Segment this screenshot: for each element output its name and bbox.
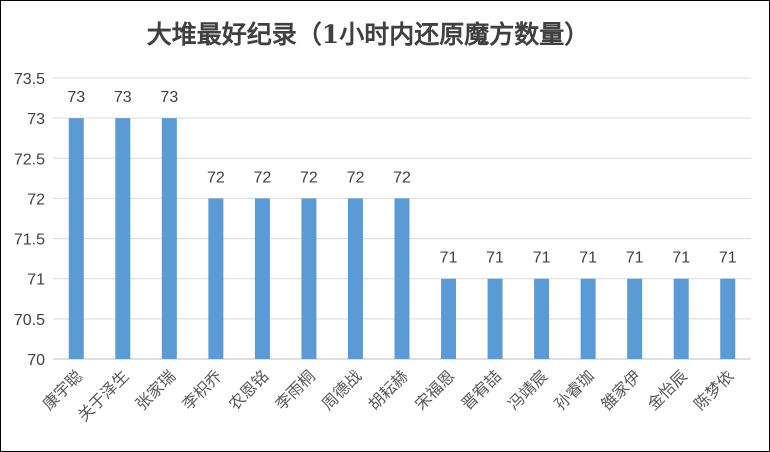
bar [580, 278, 596, 359]
data-label: 72 [300, 169, 318, 186]
data-label: 73 [160, 89, 178, 106]
bar [115, 118, 131, 360]
bar [208, 198, 224, 359]
x-tick-label: 关于泽生 [74, 366, 133, 425]
bar [720, 278, 736, 359]
x-tick-label: 宋福恩 [411, 366, 458, 413]
data-label: 71 [626, 250, 644, 267]
chart-title: 大堆最好纪录（1小时内还原魔方数量） [147, 20, 589, 49]
bar [394, 198, 410, 359]
x-tick-label: 孙睿珈 [551, 366, 598, 413]
y-tick-label: 72 [27, 191, 45, 208]
data-label: 71 [440, 250, 458, 267]
data-label: 71 [533, 250, 551, 267]
y-tick-label: 73 [27, 111, 45, 128]
data-label: 71 [486, 250, 504, 267]
x-tick-label: 胡耘赫 [364, 366, 411, 413]
x-tick-label: 金怡辰 [644, 366, 691, 413]
y-tick-label: 71 [27, 272, 45, 289]
bar [301, 198, 317, 359]
data-label: 71 [579, 250, 597, 267]
x-tick-label: 李雨桐 [271, 366, 318, 413]
bar [161, 118, 177, 360]
bar [487, 278, 503, 359]
bar [347, 198, 363, 359]
y-tick-label: 72.5 [14, 151, 45, 168]
x-tick-label: 冯靖宸 [504, 366, 551, 413]
x-tick-label: 雒家伊 [597, 366, 644, 413]
data-label: 71 [719, 250, 737, 267]
bar [68, 118, 84, 360]
data-label: 73 [114, 89, 132, 106]
bar [441, 278, 457, 359]
y-axis-ticks: 70 70.5 71 71.5 72 72.5 73 73.5 [14, 71, 45, 369]
x-tick-label: 陈梦依 [690, 366, 737, 413]
data-label: 72 [254, 169, 272, 186]
data-label: 72 [207, 169, 225, 186]
bars [68, 118, 736, 360]
y-tick-label: 70 [27, 352, 45, 369]
x-tick-label: 张家瑞 [132, 366, 179, 413]
data-label: 72 [347, 169, 365, 186]
data-labels: 73 73 73 72 72 72 72 72 71 71 71 71 71 71 71 [67, 89, 736, 267]
x-tick-label: 周德战 [318, 366, 365, 413]
data-label: 73 [67, 89, 85, 106]
x-tick-label: 晋宥喆 [458, 366, 505, 413]
y-tick-label: 70.5 [14, 312, 45, 329]
bar [534, 278, 550, 359]
bar [673, 278, 689, 359]
data-label: 72 [393, 169, 411, 186]
bar [254, 198, 270, 359]
bar [627, 278, 643, 359]
y-tick-label: 71.5 [14, 232, 45, 249]
x-tick-label: 农恩铭 [225, 366, 272, 413]
y-tick-label: 73.5 [14, 71, 45, 88]
x-tick-label: 李枳乔 [178, 366, 225, 413]
data-label: 71 [672, 250, 690, 267]
